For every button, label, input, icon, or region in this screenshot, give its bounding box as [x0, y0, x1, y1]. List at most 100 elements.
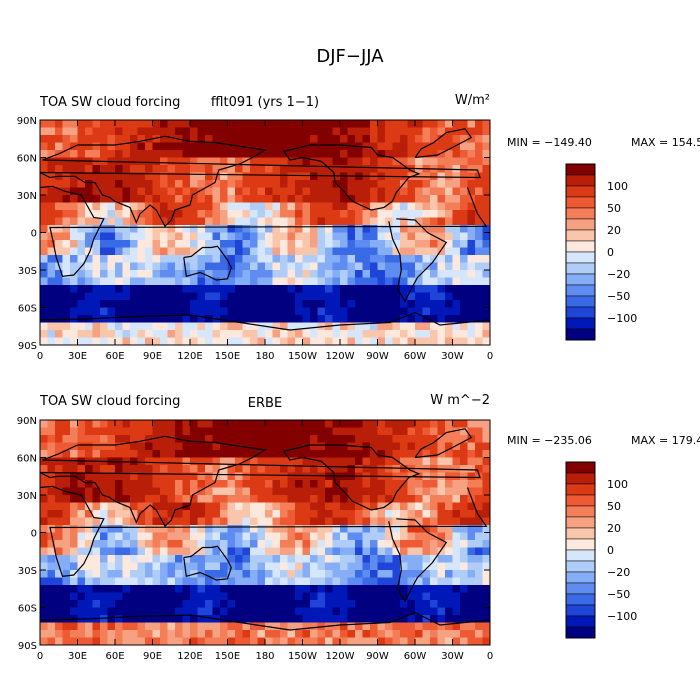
heat-cell — [437, 540, 446, 548]
heat-cell — [362, 120, 371, 128]
heat-cell — [145, 480, 153, 488]
heat-cell — [475, 202, 483, 211]
heat-cell — [160, 262, 168, 271]
heat-cell — [452, 532, 461, 541]
heat-cell — [437, 480, 446, 488]
heat-cell — [355, 247, 363, 256]
heat-cell — [92, 300, 101, 308]
heat-cell — [55, 502, 63, 511]
heat-cell — [445, 277, 453, 286]
heat-cell — [265, 495, 273, 503]
coastline — [414, 128, 473, 159]
heat-cell — [182, 262, 191, 271]
heat-cell — [385, 165, 393, 173]
heat-cell — [422, 510, 431, 518]
heat-cell — [55, 585, 63, 593]
heat-cell — [377, 540, 386, 548]
heat-cell — [280, 157, 288, 166]
heat-cell — [347, 517, 356, 526]
heat-cell — [55, 270, 63, 278]
heat-cell — [377, 570, 386, 578]
heat-cell — [452, 232, 461, 241]
heat-cell — [422, 330, 431, 338]
heat-cell — [145, 442, 153, 451]
heat-cell — [212, 585, 221, 593]
heat-cell — [107, 585, 116, 593]
heat-cell — [272, 457, 281, 466]
heat-cell — [325, 262, 333, 271]
heat-cell — [452, 630, 461, 638]
heat-cell — [310, 315, 318, 323]
heat-cell — [347, 262, 356, 271]
heat-cell — [325, 435, 333, 443]
heat-cell — [280, 315, 288, 323]
heat-cell — [295, 157, 303, 166]
heat-cell — [325, 600, 333, 608]
heat-cell — [182, 427, 191, 436]
heat-cell — [445, 120, 453, 128]
heat-cell — [220, 630, 228, 638]
heat-cell — [145, 300, 153, 308]
heat-cell — [152, 442, 161, 451]
heat-cell — [355, 585, 363, 593]
heat-cell — [100, 135, 108, 143]
heat-cell — [115, 532, 123, 541]
heat-cell — [287, 630, 296, 638]
heat-cell — [167, 277, 176, 286]
heat-cell — [205, 277, 213, 286]
heat-cell — [437, 322, 446, 331]
heat-cell — [152, 472, 161, 481]
heat-cell — [400, 450, 408, 458]
heat-cell — [205, 547, 213, 556]
heat-cell — [415, 420, 423, 428]
heat-cell — [460, 487, 468, 496]
heat-cell — [355, 277, 363, 286]
heat-cell — [92, 525, 101, 533]
heat-cell — [475, 315, 483, 323]
heat-cell — [400, 277, 408, 286]
heat-cell — [332, 292, 341, 301]
heat-cell — [482, 262, 491, 271]
heat-cell — [482, 150, 491, 158]
heat-cell — [370, 487, 378, 496]
heat-cell — [437, 472, 446, 481]
heat-cell — [197, 615, 206, 623]
heat-cell — [47, 630, 56, 638]
heat-cell — [437, 525, 446, 533]
heat-cell — [55, 165, 63, 173]
heat-cell — [467, 510, 476, 518]
heat-cell — [55, 292, 63, 301]
heat-cell — [212, 517, 221, 526]
heat-cell — [325, 195, 333, 203]
heat-cell — [220, 172, 228, 181]
heat-cell — [407, 315, 416, 323]
heat-cell — [347, 427, 356, 436]
heat-cell — [415, 615, 423, 623]
heat-cell — [340, 210, 348, 218]
heat-cell — [332, 420, 341, 428]
heat-cell — [220, 322, 228, 331]
heat-cell — [77, 277, 86, 286]
heat-cell — [152, 127, 161, 136]
heat-cell — [355, 322, 363, 331]
heat-cell — [85, 300, 93, 308]
heat-cell — [467, 187, 476, 196]
heat-cell — [422, 210, 431, 218]
heat-cell — [167, 525, 176, 533]
heat-cell — [437, 435, 446, 443]
heat-cell — [400, 255, 408, 263]
heat-cell — [482, 187, 491, 196]
heat-cell — [167, 217, 176, 226]
heat-cell — [92, 135, 101, 143]
heat-cell — [310, 157, 318, 166]
heat-cell — [137, 420, 146, 428]
heat-cell — [302, 330, 311, 338]
heat-cell — [437, 637, 446, 646]
heat-cell — [347, 330, 356, 338]
heat-cell — [70, 457, 78, 466]
heat-cell — [400, 502, 408, 511]
heat-cell — [197, 225, 206, 233]
heat-cell — [257, 607, 266, 616]
heat-cell — [182, 240, 191, 248]
heat-cell — [250, 187, 258, 196]
